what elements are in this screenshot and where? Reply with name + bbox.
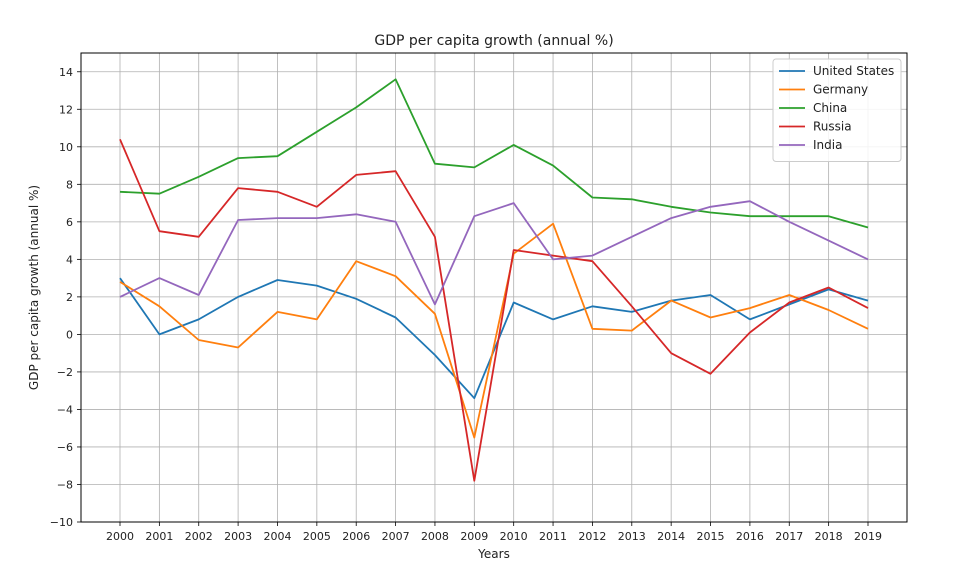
x-tick-label: 2013 — [618, 530, 646, 543]
y-tick-label: 12 — [59, 103, 73, 116]
legend-box — [772, 58, 902, 162]
y-tick-label: −4 — [57, 403, 73, 416]
y-axis-label: GDP per capita growth (annual %) — [27, 185, 41, 390]
y-tick-label: −6 — [57, 441, 73, 454]
y-tick-label: −2 — [57, 366, 73, 379]
y-tick-label: 6 — [66, 216, 73, 229]
y-tick-label: 4 — [66, 253, 73, 266]
y-tick-label: 2 — [66, 291, 73, 304]
x-tick-label: 2008 — [421, 530, 449, 543]
y-tick-label: 0 — [66, 328, 73, 341]
legend-label-united-states: United States — [813, 64, 894, 78]
tick-layer: 2000 2001 2002 2003 2004 2005 2006 2007 2008 2009… — [50, 66, 882, 543]
x-axis-label: Years — [477, 547, 510, 561]
series-line-china — [119, 78, 869, 229]
legend-label-russia: Russia — [813, 120, 852, 134]
y-tick-label: 8 — [66, 178, 73, 191]
y-tick-label: −8 — [57, 478, 73, 491]
series-line-india — [119, 200, 869, 306]
x-tick-label: 2006 — [342, 530, 370, 543]
x-tick-label: 2010 — [500, 530, 528, 543]
legend-label-india: India — [813, 138, 842, 152]
x-tick-label: 2004 — [263, 530, 291, 543]
x-tick-label: 2000 — [106, 530, 134, 543]
x-tick-label: 2005 — [303, 530, 331, 543]
plot-area — [80, 52, 908, 523]
series-line-germany — [119, 222, 869, 439]
x-tick-label: 2007 — [382, 530, 410, 543]
x-tick-label: 2012 — [578, 530, 606, 543]
x-tick-label: 2009 — [460, 530, 488, 543]
x-tick-label: 2001 — [145, 530, 173, 543]
x-tick-label: 2015 — [697, 530, 725, 543]
y-tick-label: 10 — [59, 141, 73, 154]
x-tick-label: 2002 — [185, 530, 213, 543]
y-tick-label: −10 — [50, 516, 73, 529]
x-tick-label: 2011 — [539, 530, 567, 543]
series-line-united-states — [119, 277, 869, 400]
x-tick-label: 2018 — [815, 530, 843, 543]
series-layer — [119, 78, 869, 482]
legend-label-china: China — [813, 101, 847, 115]
x-tick-label: 2017 — [775, 530, 803, 543]
legend-label-germany: Germany — [813, 83, 868, 97]
y-tick-label: 14 — [59, 66, 73, 79]
series-line-russia — [119, 138, 869, 482]
x-tick-label: 2003 — [224, 530, 252, 543]
x-tick-label: 2014 — [657, 530, 685, 543]
chart-title: GDP per capita growth (annual %) — [374, 33, 613, 49]
x-tick-label: 2019 — [854, 530, 882, 543]
legend: United States Germany China Russia India — [772, 58, 902, 162]
x-tick-label: 2016 — [736, 530, 764, 543]
